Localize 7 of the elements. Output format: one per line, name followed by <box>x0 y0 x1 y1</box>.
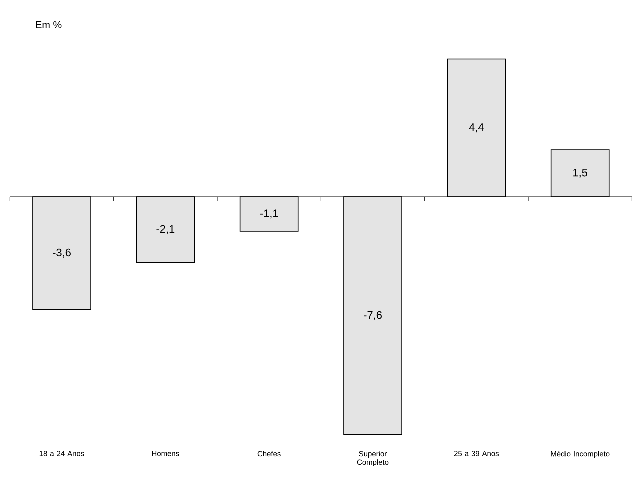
data-label: -3,6 <box>53 248 71 258</box>
data-label: -1,1 <box>260 210 278 219</box>
data-label: 4,4 <box>469 124 484 133</box>
y-axis-title: Em % <box>36 22 62 28</box>
data-label: -2,1 <box>156 225 175 234</box>
data-label: 1,5 <box>574 169 588 178</box>
data-label: -7,6 <box>364 311 382 320</box>
